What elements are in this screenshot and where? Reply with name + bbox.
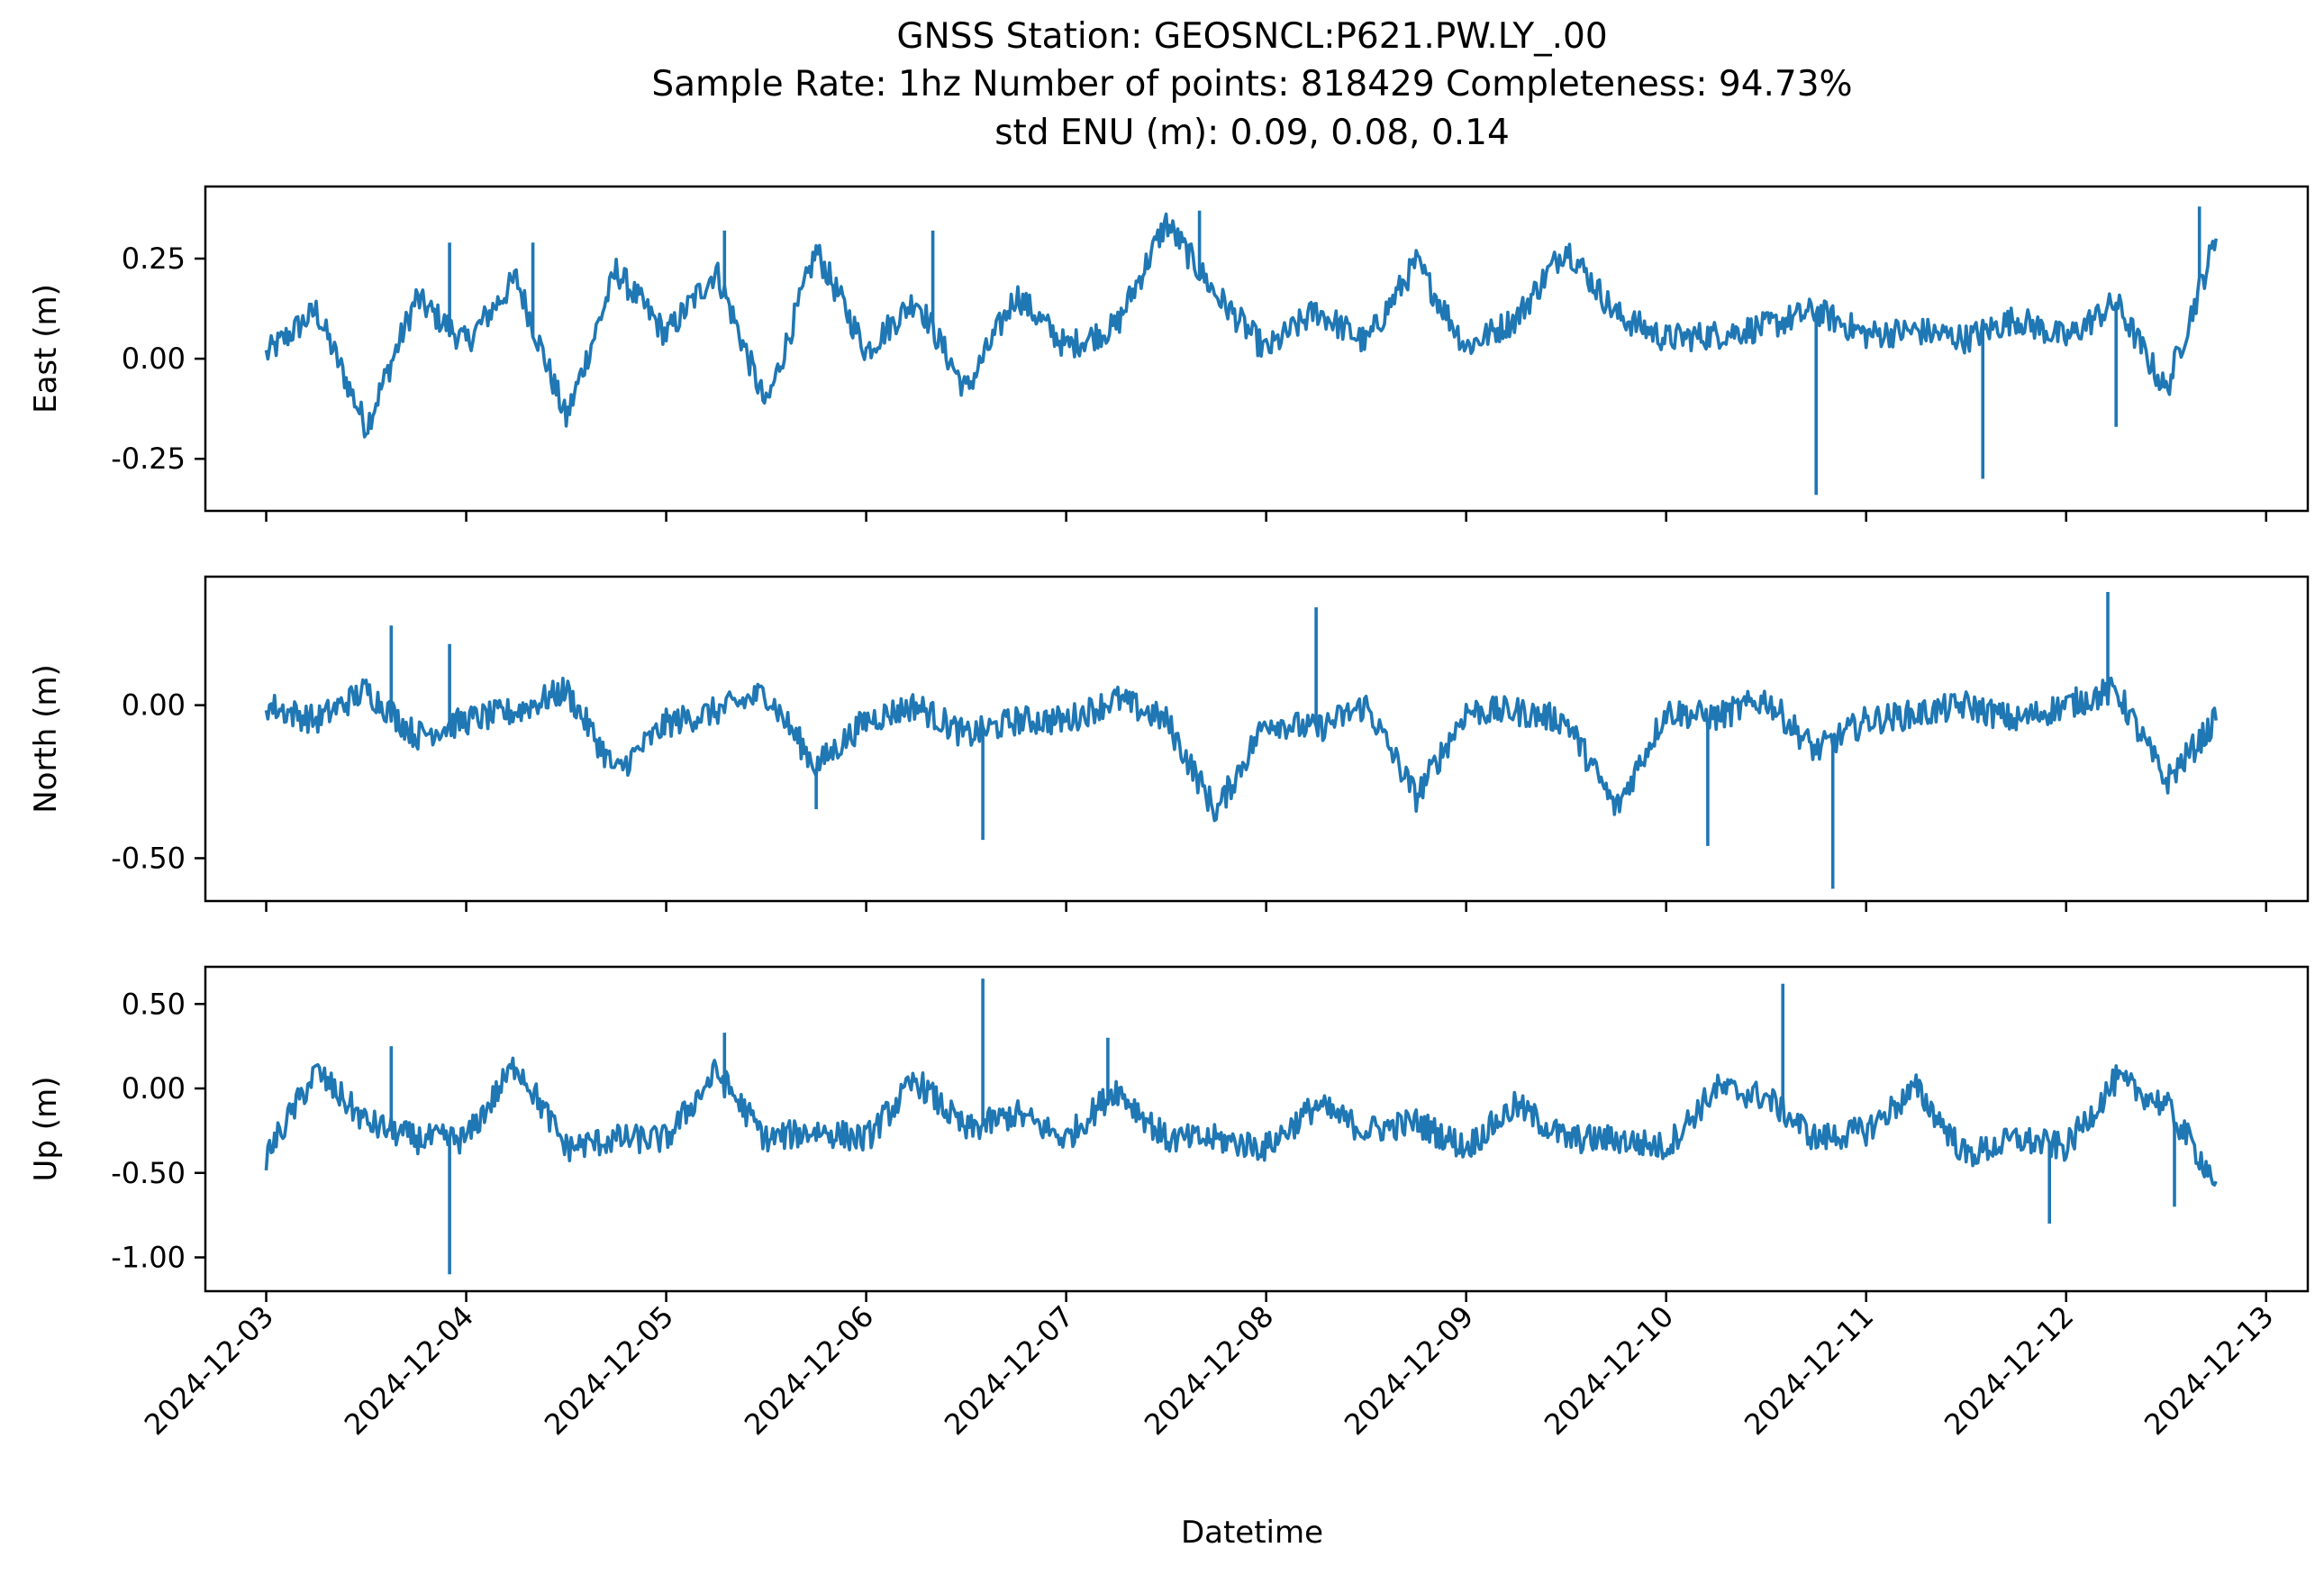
up-y-axis-label: Up (m) xyxy=(28,1077,64,1182)
east-series-line xyxy=(264,212,2218,439)
east-y-tick-label-2: -0.25 xyxy=(111,442,186,476)
up-series-line xyxy=(264,1056,2218,1187)
north-series-line xyxy=(264,676,2218,823)
x-tick-label-4: 2024-12-07 xyxy=(938,1299,1080,1442)
up-axes-frame xyxy=(204,965,2310,1293)
up-y-tick-label-1: 0.00 xyxy=(122,1071,186,1106)
north-y-tick-label-1: -0.50 xyxy=(111,841,186,875)
x-tick-label-3: 2024-12-06 xyxy=(738,1299,880,1442)
x-tick-label-8: 2024-12-11 xyxy=(1738,1299,1880,1442)
x-tick-label-10: 2024-12-13 xyxy=(2138,1299,2280,1442)
north-axes-frame xyxy=(204,575,2310,903)
north-y-tick-label-0: 0.00 xyxy=(122,688,186,723)
east-y-tick-label-1: 0.00 xyxy=(122,341,186,376)
x-tick-label-1: 2024-12-04 xyxy=(338,1299,480,1442)
north-panel: 0.00 -0.50 North (m) xyxy=(28,575,2310,912)
x-axis-label: Datetime xyxy=(1181,1515,1323,1551)
x-axis-ticks: 2024-12-03 2024-12-04 2024-12-05 2024-12-06… xyxy=(138,1299,2281,1442)
east-panel: 0.25 0.00 -0.25 East (m) xyxy=(28,185,2310,522)
x-tick-label-5: 2024-12-08 xyxy=(1138,1299,1280,1442)
chart-subtitle: Sample Rate: 1hz Number of points: 81842… xyxy=(651,64,1852,105)
x-tick-label-7: 2024-12-10 xyxy=(1538,1299,1680,1442)
up-y-tick-label-3: -1.00 xyxy=(111,1241,186,1275)
east-y-tick-label-0: 0.25 xyxy=(122,241,186,276)
up-y-tick-label-2: -0.50 xyxy=(111,1156,186,1190)
north-y-axis-label: North (m) xyxy=(28,664,64,814)
x-tick-label-9: 2024-12-12 xyxy=(1938,1299,2080,1442)
x-tick-label-0: 2024-12-03 xyxy=(138,1299,280,1442)
x-tick-label-2: 2024-12-05 xyxy=(538,1299,680,1442)
chart-title: GNSS Station: GEOSNCL:P621.PW.LY_.00 xyxy=(896,16,1607,57)
east-axes-frame xyxy=(204,185,2310,513)
up-panel: 0.50 0.00 -0.50 -1.00 Up (m) xyxy=(28,965,2310,1302)
up-y-tick-label-0: 0.50 xyxy=(122,987,186,1021)
east-y-axis-label: East (m) xyxy=(28,284,64,414)
x-tick-label-6: 2024-12-09 xyxy=(1338,1299,1480,1442)
std-enu-line: std ENU (m): 0.09, 0.08, 0.14 xyxy=(994,113,1510,153)
